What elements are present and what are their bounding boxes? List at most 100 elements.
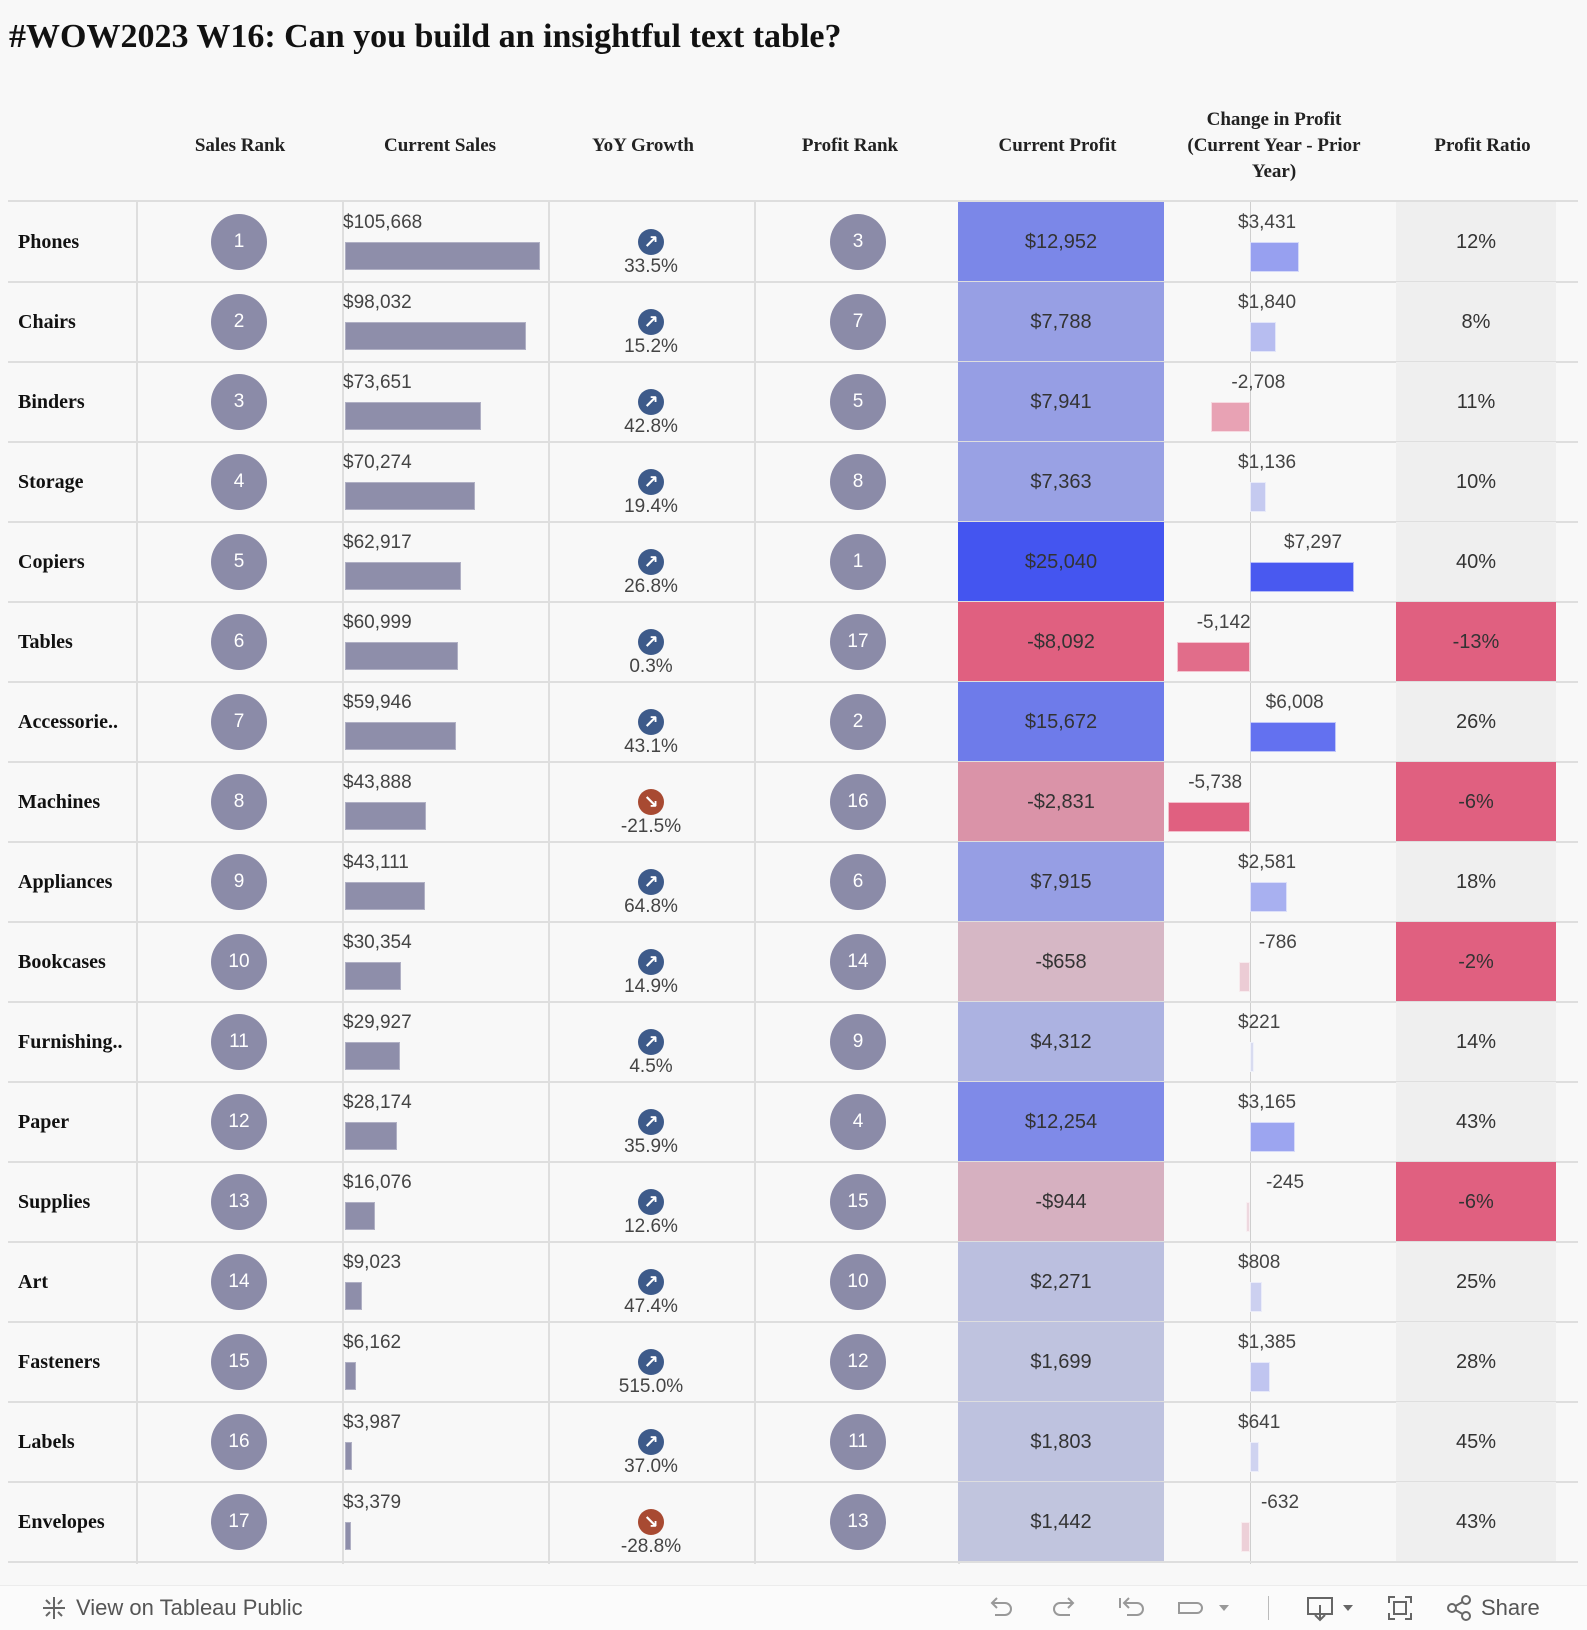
sales-rank-circle: 2 [211,294,267,350]
share-button[interactable]: Share [1445,1586,1540,1630]
profit-rank-circle: 9 [830,1014,886,1070]
sales-value-label: $43,111 [343,852,409,873]
table-row: Machines 8 $43,888 ↘ -21.5% 16 -$2,831 -5,738 -6… [8,762,1578,842]
current-profit-cell: $4,312 [958,1002,1164,1082]
arrow-up-right-icon: ↗ [638,309,664,335]
profit-change-label: $1,136 [1238,452,1297,473]
current-profit-cell: $7,363 [958,442,1164,522]
sales-bar [345,1362,357,1390]
profit-rank-circle: 17 [830,614,886,670]
sales-value-label: $28,174 [343,1092,412,1113]
profit-rank-circle: 1 [830,534,886,590]
profit-change-label: -5,142 [1196,612,1251,633]
row-divider [8,1401,1578,1403]
revert-button[interactable] [1115,1586,1147,1630]
sales-bar [345,642,458,670]
profit-change-label: $641 [1238,1412,1281,1433]
viz-container: #WOW2023 W16: Can you build an insightfu… [8,18,1578,1564]
yoy-growth-label: 15.2% [624,336,678,357]
table-row: Binders 3 $73,651 ↗ 42.8% 5 $7,941 -2,708 11% [8,362,1578,442]
profit-change-label: -2,708 [1231,372,1286,393]
category-label: Bookcases [18,951,106,973]
redo-icon [1053,1597,1075,1616]
category-label: Chairs [18,311,76,333]
profit-ratio-cell: 10% [1396,442,1556,522]
profit-ratio-cell: 26% [1396,682,1556,762]
revert-icon [1119,1597,1144,1616]
undo-icon [990,1597,1012,1616]
sales-value-label: $62,917 [343,532,412,553]
category-label: Fasteners [18,1351,101,1373]
sales-value-label: $3,379 [343,1492,402,1513]
row-divider [8,841,1578,843]
current-profit-cell: $12,952 [958,202,1164,282]
sales-rank-circle: 4 [211,454,267,510]
arrow-up-right-icon: ↗ [638,229,664,255]
redo-button[interactable] [1050,1586,1080,1630]
profit-change-label: $6,008 [1265,692,1324,713]
yoy-growth-label: -21.5% [620,816,682,837]
current-profit-cell: -$2,831 [958,762,1164,842]
download-button[interactable] [1305,1586,1361,1630]
current-profit-cell: $25,040 [958,522,1164,602]
sales-rank-circle: 1 [211,214,267,270]
sales-value-label: $98,032 [343,292,412,313]
row-divider [8,1241,1578,1243]
arrow-down-right-icon: ↘ [638,1509,664,1535]
sales-rank-circle: 11 [211,1014,267,1070]
current-profit-cell: $15,672 [958,682,1164,762]
sales-value-label: $105,668 [343,212,423,233]
profit-ratio-cell: 14% [1396,1002,1556,1082]
table-row: Paper 12 $28,174 ↗ 35.9% 4 $12,254 $3,165 43% [8,1082,1578,1162]
profit-change-label: -5,738 [1188,772,1243,793]
arrow-down-right-icon: ↘ [638,789,664,815]
footer-divider [1268,1586,1269,1630]
current-profit-cell: $1,699 [958,1322,1164,1402]
sales-bar [345,802,426,830]
current-profit-cell: $1,442 [958,1482,1164,1562]
share-label: Share [1481,1595,1540,1620]
forward-button[interactable] [1175,1586,1231,1630]
sales-bar [345,962,401,990]
profit-change-label: $3,431 [1238,212,1297,233]
profit-rank-circle: 4 [830,1094,886,1150]
arrow-up-right-icon: ↗ [638,1189,664,1215]
sales-rank-circle: 15 [211,1334,267,1390]
profit-ratio-cell: 40% [1396,522,1556,602]
yoy-growth-label: 47.4% [624,1296,678,1317]
profit-rank-circle: 2 [830,694,886,750]
row-divider [8,1001,1578,1003]
current-profit-cell: $1,803 [958,1402,1164,1482]
sales-rank-circle: 7 [211,694,267,750]
sales-bar [345,242,540,270]
profit-ratio-cell: 43% [1396,1082,1556,1162]
category-label: Phones [18,231,80,253]
category-label: Art [18,1271,48,1293]
profit-change-bar [1250,722,1336,752]
profit-change-bar [1250,1442,1260,1472]
current-profit-cell: $7,915 [958,842,1164,922]
profit-change-label: $7,297 [1284,532,1343,553]
row-divider [8,521,1578,523]
row-divider [8,441,1578,443]
view-on-tableau-link[interactable]: View on Tableau Public [40,1586,303,1630]
profit-change-label: $1,840 [1238,292,1297,313]
sales-rank-circle: 10 [211,934,267,990]
profit-change-bar [1238,962,1250,992]
profit-change-bar [1250,562,1354,592]
sales-value-label: $60,999 [343,612,412,633]
arrow-up-right-icon: ↗ [638,1109,664,1135]
table-row: Copiers 5 $62,917 ↗ 26.8% 1 $25,040 $7,297 40% [8,522,1578,602]
column-divider [548,202,550,1564]
profit-ratio-cell: -2% [1396,922,1556,1002]
header-profit-rank: Profit Rank [801,135,899,156]
profit-change-bar [1176,642,1250,672]
fullscreen-button[interactable] [1385,1586,1415,1630]
table-row: Appliances 9 $43,111 ↗ 64.8% 6 $7,915 $2,581 18% [8,842,1578,922]
undo-button[interactable] [985,1586,1015,1630]
arrow-up-right-icon: ↗ [638,629,664,655]
category-label: Furnishing.. [18,1031,123,1053]
profit-change-bar [1250,1042,1254,1072]
sales-bar [345,722,456,750]
sales-value-label: $16,076 [343,1172,412,1193]
